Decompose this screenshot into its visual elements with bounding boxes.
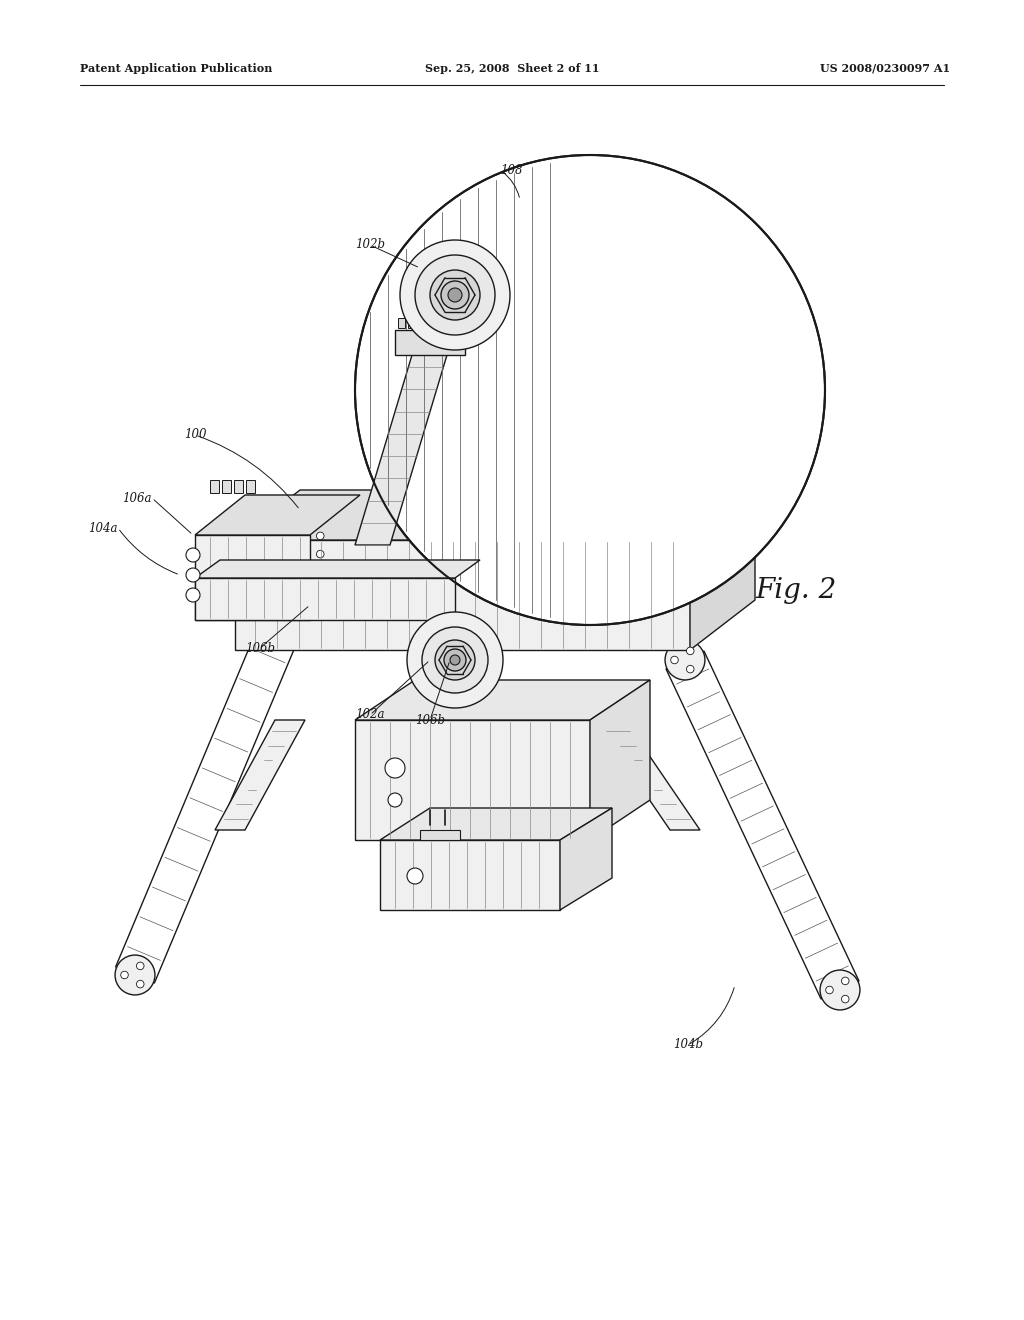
Circle shape [842,995,849,1003]
Circle shape [121,972,128,979]
Polygon shape [395,330,465,355]
Text: Fig. 2: Fig. 2 [755,577,837,603]
Polygon shape [560,808,612,909]
Text: Sep. 25, 2008  Sheet 2 of 11: Sep. 25, 2008 Sheet 2 of 11 [425,62,599,74]
Polygon shape [458,318,465,327]
Text: 104b: 104b [673,1039,703,1052]
Circle shape [825,986,834,994]
Text: 106b: 106b [245,642,275,655]
Circle shape [388,793,402,807]
Polygon shape [355,680,650,719]
Circle shape [444,649,466,671]
Polygon shape [380,840,560,909]
Polygon shape [234,490,755,540]
Polygon shape [420,830,460,840]
Polygon shape [234,540,690,649]
Polygon shape [690,490,755,649]
Circle shape [686,647,694,655]
Circle shape [186,548,200,562]
Circle shape [136,981,144,987]
Polygon shape [222,480,231,492]
Polygon shape [418,318,425,327]
Polygon shape [408,318,415,327]
Circle shape [355,154,825,624]
Circle shape [415,255,495,335]
Circle shape [316,532,324,540]
Circle shape [115,956,155,995]
Polygon shape [210,480,219,492]
Polygon shape [195,535,310,620]
Polygon shape [449,318,455,327]
Circle shape [430,271,480,319]
Polygon shape [438,318,445,327]
Circle shape [435,640,475,680]
Circle shape [671,656,678,664]
Circle shape [407,612,503,708]
Polygon shape [195,495,360,535]
Text: 102a: 102a [355,709,385,722]
Polygon shape [195,560,480,578]
Circle shape [665,640,705,680]
Text: 102b: 102b [355,239,385,252]
Circle shape [186,568,200,582]
Polygon shape [428,318,435,327]
Polygon shape [116,537,335,983]
Circle shape [422,627,488,693]
Circle shape [686,665,694,673]
Polygon shape [215,719,305,830]
Text: 100: 100 [183,429,206,441]
Circle shape [450,655,460,665]
Text: Patent Application Publication: Patent Application Publication [80,62,272,74]
Circle shape [186,587,200,602]
Circle shape [400,240,510,350]
Polygon shape [355,345,450,545]
Text: US 2008/0230097 A1: US 2008/0230097 A1 [820,62,950,74]
Polygon shape [666,651,859,999]
Circle shape [449,288,462,302]
Polygon shape [234,480,243,492]
Circle shape [842,977,849,985]
Polygon shape [398,318,406,327]
Text: 108: 108 [500,164,522,177]
Polygon shape [590,680,650,840]
Circle shape [407,869,423,884]
Circle shape [316,550,324,558]
Text: 104a: 104a [88,521,118,535]
Circle shape [441,281,469,309]
Circle shape [385,758,406,777]
Circle shape [295,525,335,565]
Polygon shape [595,719,700,830]
Polygon shape [355,719,590,840]
Text: 106b: 106b [415,714,445,726]
Polygon shape [195,578,455,620]
Circle shape [820,970,860,1010]
Polygon shape [380,808,612,840]
Circle shape [136,962,144,970]
Polygon shape [246,480,255,492]
Text: 106a: 106a [123,491,152,504]
Circle shape [301,541,308,549]
